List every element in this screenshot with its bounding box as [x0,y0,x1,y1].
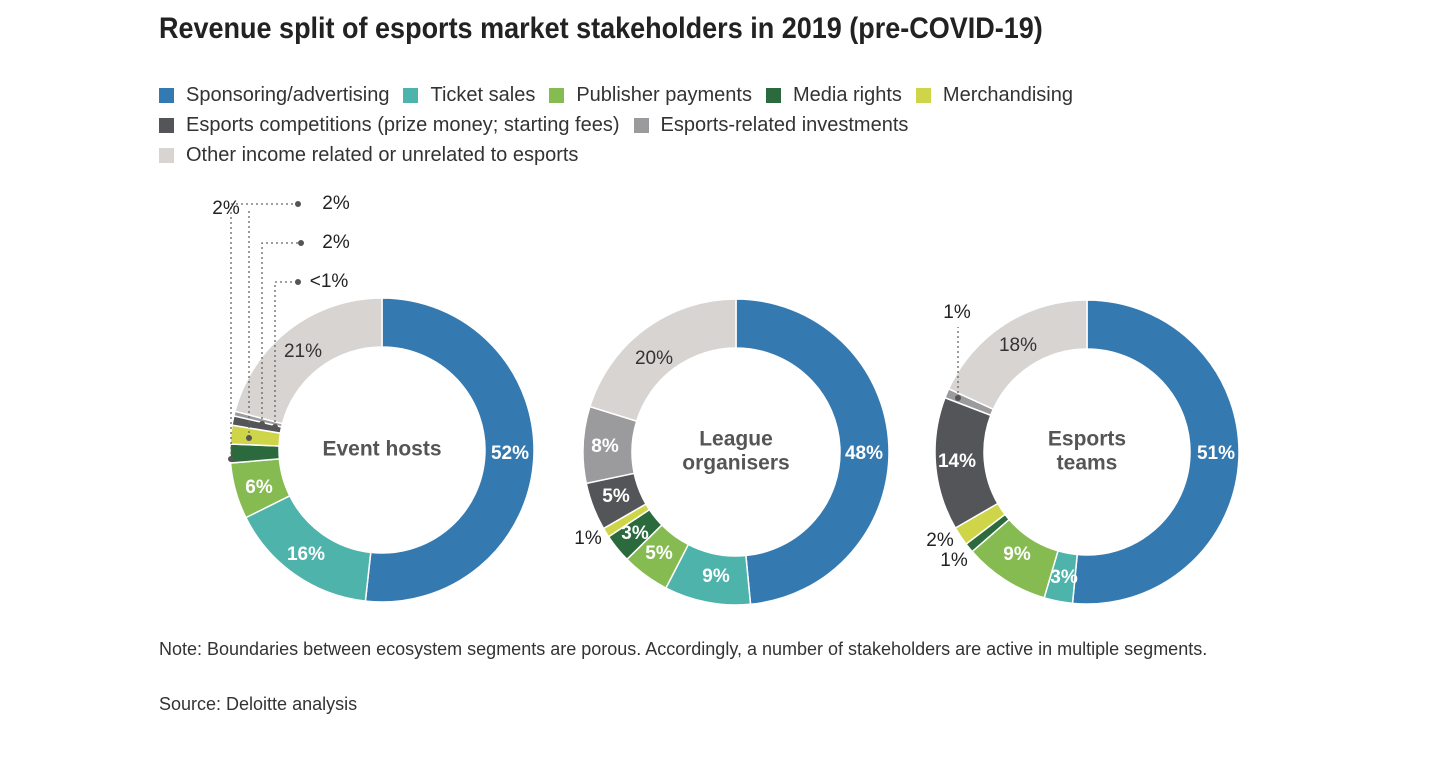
legend-row-2: Esports competitions (prize money; start… [159,110,1219,140]
legend-item-competitions: Esports competitions (prize money; start… [159,114,620,137]
leader-dot-event-hosts-0-1 [295,201,301,207]
value-label-league-organisers-other-income: 20% [635,348,673,369]
leader-dot-event-hosts-1-0 [259,421,265,427]
value-label-event-hosts-media-rights: 2% [212,198,240,219]
legend-label-investments: Esports-related investments [660,113,909,136]
legend-label-ticket-sales: Ticket sales [430,83,536,106]
leader-dot-event-hosts-2-0 [246,435,252,441]
value-label-league-organisers-publisher-payments: 5% [645,543,673,564]
center-label-event-hosts-0: Event hosts [322,438,441,461]
legend-item-ticket-sales: Ticket sales [403,84,535,107]
leader-dot-event-hosts-0-0 [228,456,234,462]
legend-swatch-media-rights [765,87,781,103]
value-label-esports-teams-ticket-sales: 3% [1050,567,1078,588]
legend-swatch-publisher-payments [549,87,565,103]
legend-label-merchandising: Merchandising [942,83,1073,106]
value-label-esports-teams-investments: 1% [943,302,971,323]
leader-dot-event-hosts-1-1 [298,240,304,246]
value-label-league-organisers-competitions: 5% [602,486,630,507]
legend-swatch-ticket-sales [403,87,419,103]
legend-label-sponsoring: Sponsoring/advertising [186,83,390,106]
value-label-esports-teams-merchandising: 2% [926,530,954,551]
center-label-esports-teams-1: teams [1057,452,1118,475]
slice-league-organisers-sponsoring [735,298,890,606]
value-label-league-organisers-merchandising: 1% [574,528,602,549]
legend-label-other-income: Other income related or unrelated to esp… [186,143,579,166]
legend-item-other-income: Other income related or unrelated to esp… [159,144,578,167]
leader-dot-event-hosts-3-0 [272,424,278,430]
legend-item-media-rights: Media rights [765,83,902,107]
slice-event-hosts-sponsoring [364,297,535,603]
value-label-league-organisers-investments: 8% [591,436,619,457]
slice-event-hosts-other-income [234,297,383,425]
legend-item-investments: Esports-related investments [633,113,909,137]
chart-source: Source: Deloitte analysis [159,694,358,714]
slice-league-organisers-other-income [588,298,737,423]
legend-label-publisher-payments: Publisher payments [576,83,752,106]
value-label-esports-teams-publisher-payments: 9% [1003,544,1031,565]
legend-swatch-investments [633,117,649,133]
value-label-league-organisers-sponsoring: 48% [845,443,883,464]
value-label-event-hosts-publisher-payments: 6% [245,477,273,498]
legend-swatch-merchandising [915,87,931,103]
donut-event-hosts: 52% 16% 6% 2% 2% 2% <1% 21% Event hosts [212,193,535,603]
legend-label-media-rights: Media rights [792,83,902,106]
value-label-event-hosts-merchandising: 2% [322,232,350,253]
legend-item-publisher-payments: Publisher payments [549,84,752,107]
legend-item-sponsoring: Sponsoring/advertising [159,84,389,107]
chart-note: Note: Boundaries between ecosystem segme… [159,639,1208,659]
value-label-league-organisers-media-rights: 3% [621,523,649,544]
center-label-league-organisers-0: League [699,428,773,451]
slice-event-hosts-media-rights [229,443,281,464]
center-label-league-organisers-1: organisers [682,452,789,475]
slice-esports-teams-sponsoring [1071,299,1240,605]
legend-row-3: Other income related or unrelated to esp… [159,140,1219,170]
chart-title: Revenue split of esports market stakehol… [159,12,1043,45]
value-label-esports-teams-other-income: 18% [999,335,1037,356]
legend-row-1: Sponsoring/advertising Ticket sales Publ… [159,80,1219,110]
legend-swatch-sponsoring [159,87,174,103]
legend-item-merchandising: Merchandising [915,83,1073,107]
value-label-esports-teams-competitions: 14% [938,451,976,472]
center-label-esports-teams-0: Esports [1048,428,1126,451]
value-label-event-hosts-ticket-sales: 16% [287,544,325,565]
leader-line-event-hosts-0 [230,203,298,459]
leader-dot-esports-teams-0-0 [955,395,961,401]
value-label-event-hosts-competitions: 2% [322,193,350,214]
leader-dot-event-hosts-3-1 [295,279,301,285]
legend-label-competitions: Esports competitions (prize money; start… [186,113,620,136]
value-label-league-organisers-ticket-sales: 9% [702,566,730,587]
value-label-esports-teams-sponsoring: 51% [1197,443,1235,464]
legend-swatch-competitions [159,117,174,133]
slice-esports-teams-other-income [947,299,1088,411]
value-label-event-hosts-other-income: 21% [284,341,322,362]
value-label-event-hosts-investments: <1% [310,271,349,292]
leader-line-event-hosts-3 [274,281,298,427]
legend-swatch-other-income [159,147,174,163]
value-label-esports-teams-media-rights: 1% [940,550,968,571]
legend: Sponsoring/advertising Ticket sales Publ… [159,80,1219,170]
value-label-event-hosts-sponsoring: 52% [491,443,529,464]
leader-line-event-hosts-1 [261,242,301,424]
